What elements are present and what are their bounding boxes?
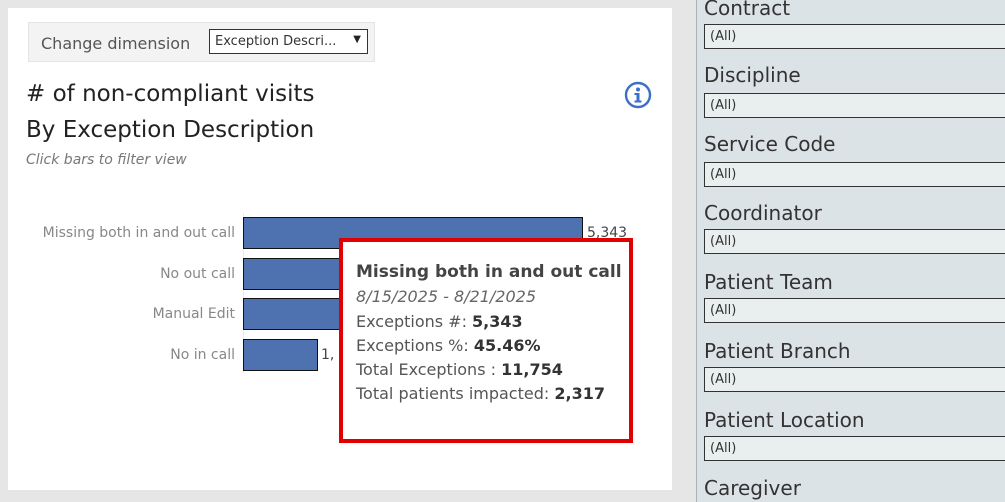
dimension-dropdown[interactable]: Exception Descri... ▼ [209,29,368,54]
filter-label-patient-location: Patient Location [704,408,865,432]
chart-title: # of non-compliant visits [26,81,315,107]
bar-value: 1, [321,347,335,363]
bar-chart: Missing both in and out call 5,343 No ou… [8,204,672,374]
filter-label-coordinator: Coordinator [704,201,822,225]
chart-subtitle-dimension: By Exception Description [26,117,315,143]
tooltip-total-exceptions: Total Exceptions : 11,754 [356,360,563,379]
filter-panel: Contract (All) Discipline (All) Service … [696,0,1005,502]
tooltip-date-range: 8/15/2025 - 8/21/2025 [356,287,537,306]
tooltip-patients-impacted: Total patients impacted: 2,317 [356,384,605,403]
bar-row: No in call 1, [8,339,672,371]
dimension-dropdown-value: Exception Descri... [215,34,337,49]
bar-label[interactable]: Missing both in and out call [42,225,235,241]
filter-label-contract: Contract [704,0,791,20]
filter-discipline-dropdown[interactable]: (All) [704,93,1005,118]
bar-tooltip: Missing both in and out call 8/15/2025 -… [339,238,633,443]
axis-line [243,213,244,373]
filter-label-discipline: Discipline [704,63,801,87]
tooltip-exceptions-count: Exceptions #: 5,343 [356,312,523,331]
filter-label-caregiver: Caregiver [704,476,801,500]
chart-panel: Change dimension Exception Descri... ▼ #… [8,8,672,490]
bar-label[interactable]: No out call [160,266,235,282]
bar[interactable] [243,339,318,371]
filter-label-patient-team: Patient Team [704,270,833,294]
change-dimension-label: Change dimension [41,34,191,53]
bar-label[interactable]: No in call [170,347,235,363]
filter-service-code-dropdown[interactable]: (All) [704,162,1005,187]
change-dimension-control: Change dimension Exception Descri... ▼ [28,22,375,62]
tooltip-title: Missing both in and out call [356,262,622,282]
filter-patient-branch-dropdown[interactable]: (All) [704,367,1005,392]
filter-label-service-code: Service Code [704,132,836,156]
filter-label-patient-branch: Patient Branch [704,339,851,363]
filter-coordinator-dropdown[interactable]: (All) [704,229,1005,254]
chart-hint: Click bars to filter view [26,152,187,168]
filter-patient-team-dropdown[interactable]: (All) [704,298,1005,323]
filter-contract-dropdown[interactable]: (All) [704,24,1005,49]
info-icon[interactable] [624,81,652,109]
bar-value: 5,343 [587,225,628,241]
filter-patient-location-dropdown[interactable]: (All) [704,436,1005,461]
bar-label[interactable]: Manual Edit [152,306,235,322]
tooltip-exceptions-pct: Exceptions %: 45.46% [356,336,541,355]
chevron-down-icon: ▼ [353,34,361,45]
